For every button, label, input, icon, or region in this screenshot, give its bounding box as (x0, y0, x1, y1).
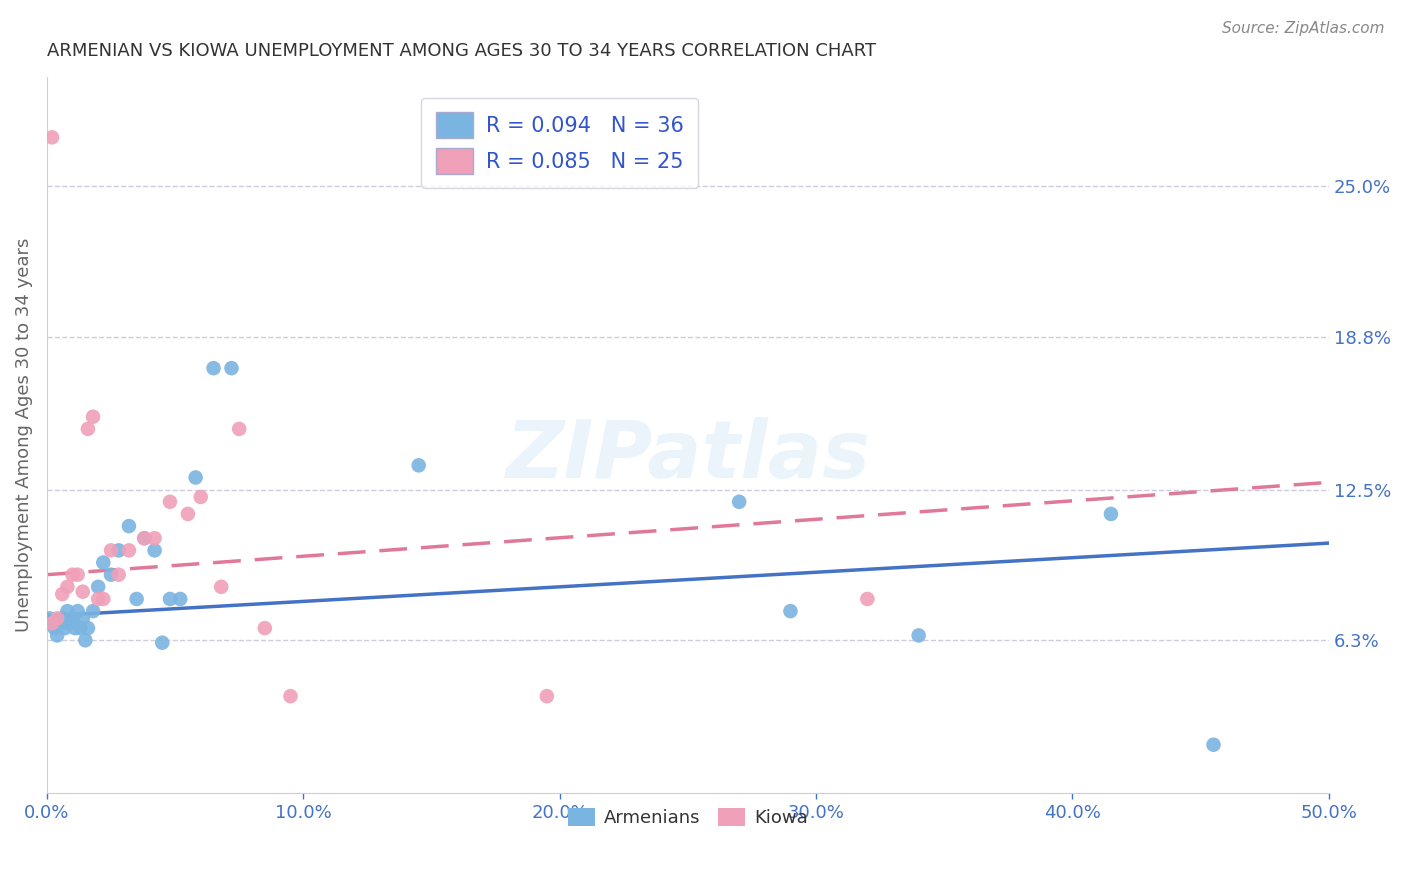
Point (190, 490, 212, 504)
Point (62, 567, 84, 582)
Point (408, 458, 430, 473)
Text: ARMENIAN VS KIOWA UNEMPLOYMENT AMONG AGES 30 TO 34 YEARS CORRELATION CHART: ARMENIAN VS KIOWA UNEMPLOYMENT AMONG AGE… (46, 42, 876, 60)
Point (100, 567, 122, 582)
Text: Source: ZipAtlas.com: Source: ZipAtlas.com (1222, 21, 1385, 36)
Point (228, 422, 250, 436)
Point (118, 543, 141, 558)
Point (150, 636, 173, 650)
Point (143, 543, 166, 558)
Point (56, 580, 79, 594)
Point (107, 543, 129, 558)
Point (159, 591, 181, 606)
Point (1202, 738, 1225, 752)
Point (77, 621, 100, 635)
Point (51, 611, 73, 625)
Point (41, 616, 63, 631)
Point (134, 531, 156, 545)
Legend: Armenians, Kiowa: Armenians, Kiowa (561, 801, 815, 835)
Point (91, 556, 114, 570)
Point (856, 591, 879, 606)
Point (44, 621, 66, 635)
Point (82, 409, 104, 424)
Point (53, 621, 76, 635)
Point (100, 543, 122, 558)
Point (82, 604, 104, 618)
Point (907, 628, 929, 642)
Point (66, 567, 89, 582)
Point (75, 633, 97, 648)
Point (779, 604, 801, 618)
Point (221, 361, 243, 376)
Point (77, 422, 100, 436)
Point (1099, 507, 1122, 521)
Point (59, 616, 82, 631)
Point (72, 611, 94, 625)
Point (169, 591, 191, 606)
Y-axis label: Unemployment Among Ages 30 to 34 years: Unemployment Among Ages 30 to 34 years (15, 238, 32, 632)
Point (46, 628, 69, 642)
Point (209, 580, 232, 594)
Point (87, 591, 110, 606)
Point (125, 591, 148, 606)
Point (63, 621, 86, 635)
Point (143, 531, 166, 545)
Point (177, 507, 200, 521)
Point (134, 531, 156, 545)
Point (48, 616, 70, 631)
Point (72, 584, 94, 599)
Text: ZIPatlas: ZIPatlas (505, 417, 870, 495)
Point (69, 621, 91, 635)
Point (184, 470, 207, 484)
Point (62, 611, 84, 625)
Point (728, 495, 751, 509)
Point (536, 689, 558, 703)
Point (202, 361, 225, 376)
Point (56, 604, 79, 618)
Point (91, 591, 114, 606)
Point (118, 519, 141, 533)
Point (159, 495, 181, 509)
Point (87, 580, 110, 594)
Point (51, 587, 73, 601)
Point (41, 130, 63, 145)
Point (66, 604, 89, 618)
Point (280, 689, 302, 703)
Point (46, 611, 69, 625)
Point (253, 621, 276, 635)
Point (38, 611, 60, 625)
Point (107, 567, 129, 582)
